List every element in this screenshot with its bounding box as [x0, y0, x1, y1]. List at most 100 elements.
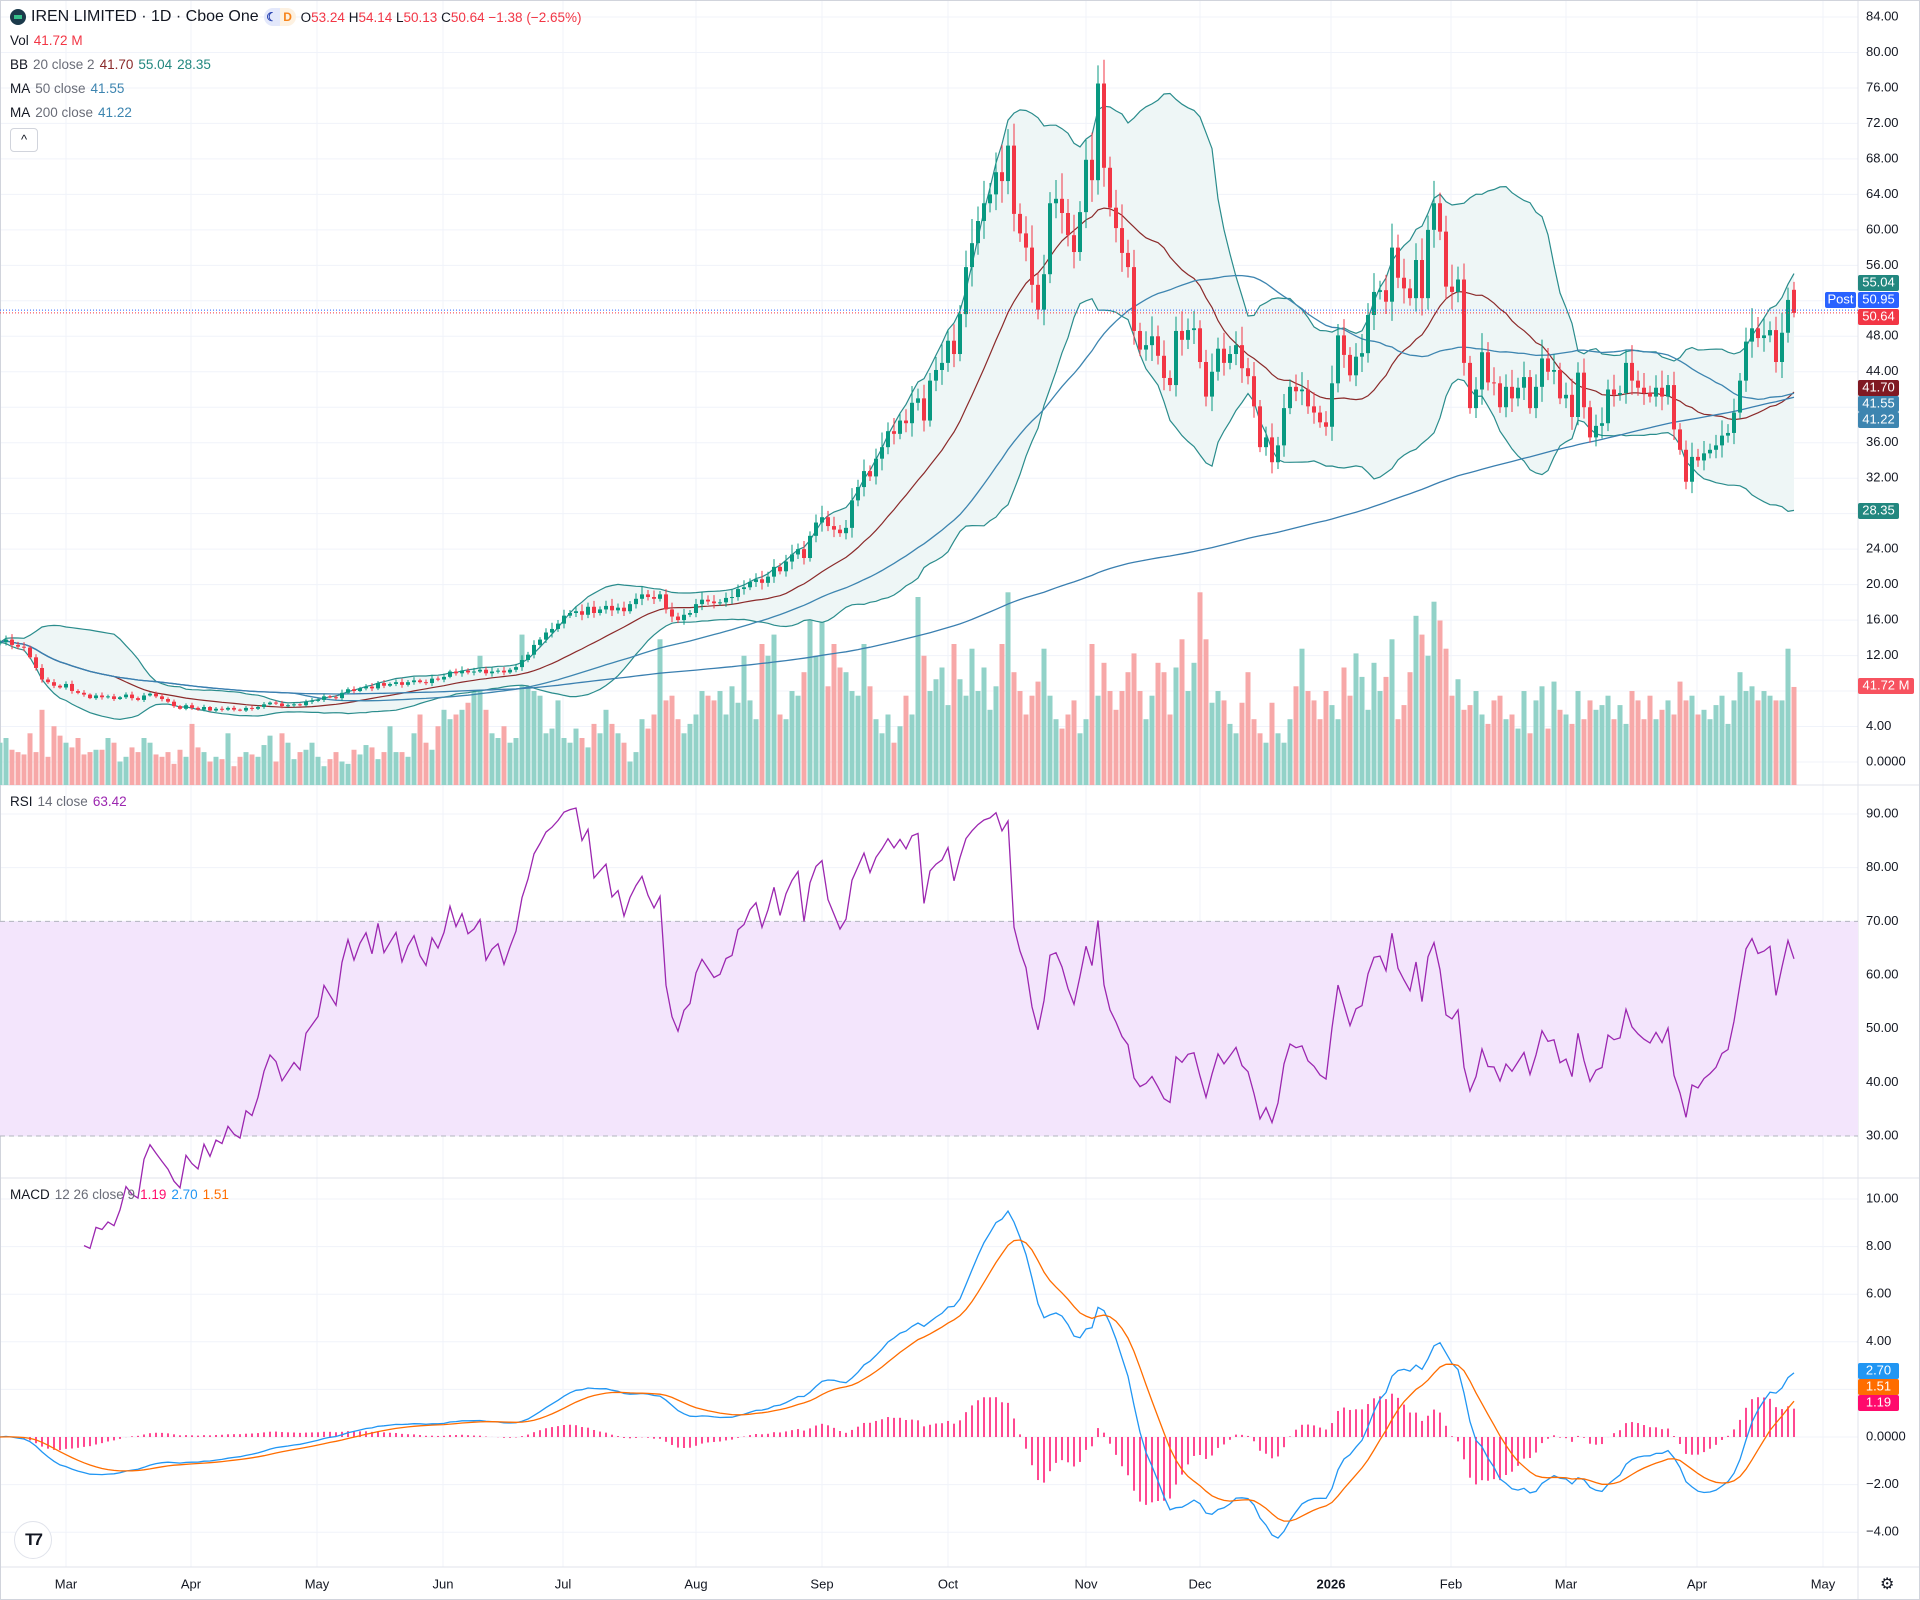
- volume-bar: [543, 733, 549, 785]
- volume-bar: [1299, 648, 1305, 785]
- candle-body: [148, 693, 152, 696]
- rsi-axis-label: 30.00: [1866, 1127, 1899, 1142]
- volume-bar: [987, 709, 993, 785]
- candle-body: [982, 203, 986, 221]
- volume-bar: [1641, 719, 1647, 785]
- candle-body: [1528, 377, 1532, 409]
- candle-body: [1360, 353, 1364, 357]
- price-change: −1.38 (−2.65%): [488, 9, 582, 25]
- volume-bar: [69, 747, 75, 785]
- volume-bar: [999, 644, 1005, 785]
- volume-bar: [1149, 695, 1155, 785]
- session-badges[interactable]: ☾ D: [263, 8, 296, 26]
- volume-bar: [417, 714, 423, 785]
- macd-line: [0, 1209, 1795, 1539]
- price-axis-label: 48.00: [1866, 328, 1899, 343]
- price-axis-label: 72.00: [1866, 115, 1899, 130]
- volume-bar: [1563, 714, 1569, 785]
- candle-body: [1174, 330, 1178, 386]
- candle-body: [1204, 362, 1208, 397]
- price-axis-label: 4.00: [1866, 718, 1891, 733]
- volume-legend[interactable]: Vol 41.72 M: [10, 33, 83, 48]
- candle-body: [28, 647, 32, 658]
- time-axis-label: Apr: [1687, 1576, 1708, 1591]
- time-axis-label: 2026: [1317, 1576, 1346, 1591]
- volume-bar: [1005, 592, 1011, 785]
- volume-bar: [579, 738, 585, 785]
- macd-axis-label: 0.0000: [1866, 1428, 1906, 1443]
- candle-body: [1522, 377, 1526, 388]
- candle-body: [1000, 172, 1004, 182]
- volume-bar: [1779, 700, 1785, 785]
- candle-body: [1192, 328, 1196, 331]
- volume-bar: [1569, 723, 1575, 785]
- volume-bar: [1491, 700, 1497, 785]
- volume-bar: [945, 705, 951, 785]
- ma50-legend[interactable]: MA 50 close 41.55: [10, 81, 125, 96]
- candle-body: [442, 676, 446, 680]
- macd-badge-text: 2.70: [1866, 1362, 1891, 1377]
- candle-body: [1114, 207, 1118, 229]
- collapse-legend-button[interactable]: ^: [10, 128, 38, 152]
- volume-bar: [1545, 728, 1551, 785]
- candle-body: [196, 707, 200, 710]
- candle-body: [748, 581, 752, 588]
- volume-bar: [1743, 691, 1749, 785]
- symbol-title[interactable]: IREN LIMITED · 1D · Cboe One: [31, 8, 259, 25]
- volume-bar: [1773, 700, 1779, 785]
- volume-bar: [861, 644, 867, 785]
- candle-body: [1126, 252, 1130, 268]
- candle-body: [1516, 387, 1520, 399]
- volume-bar: [333, 752, 339, 785]
- candle-body: [1294, 386, 1298, 392]
- candle-body: [1504, 386, 1508, 408]
- volume-bar: [771, 634, 777, 785]
- volume-bar: [207, 761, 213, 785]
- volume-bar: [669, 695, 675, 785]
- candle-body: [1018, 213, 1022, 234]
- candle-body: [502, 670, 506, 673]
- tradingview-logo[interactable]: T7: [14, 1521, 52, 1559]
- macd-legend[interactable]: MACD 12 26 close 9 1.19 2.70 1.51: [10, 1187, 229, 1202]
- volume-bar: [1257, 733, 1263, 785]
- volume-bar: [1785, 648, 1791, 785]
- bb-fill: [0, 93, 1794, 720]
- volume-bar: [1017, 691, 1023, 785]
- time-axis-label: Oct: [938, 1576, 959, 1591]
- bb-legend[interactable]: BB 20 close 2 41.70 55.04 28.35: [10, 57, 211, 72]
- volume-bar: [1179, 639, 1185, 785]
- settings-gear-icon[interactable]: ⚙: [1880, 1576, 1895, 1593]
- rsi-legend[interactable]: RSI 14 close 63.42: [10, 794, 127, 809]
- volume-bar: [285, 742, 291, 785]
- candle-body: [850, 500, 854, 528]
- candle-body: [526, 654, 530, 661]
- candle-body: [124, 694, 128, 698]
- volume-bar: [1311, 700, 1317, 785]
- candle-body: [736, 589, 740, 598]
- volume-bar: [1755, 700, 1761, 785]
- volume-bar: [51, 726, 57, 785]
- candle-body: [1708, 449, 1712, 454]
- candle-body: [1582, 372, 1586, 408]
- candle-body: [1456, 279, 1460, 292]
- volume-bar: [123, 756, 129, 785]
- candle-body: [1216, 348, 1220, 372]
- volume-bar: [1029, 695, 1035, 785]
- candle-body: [544, 632, 548, 640]
- time-axis-label: Jul: [555, 1576, 572, 1591]
- volume-bar: [585, 747, 591, 785]
- volume-bar: [777, 714, 783, 785]
- post-label-badge: [1825, 292, 1856, 308]
- candle-body: [1546, 358, 1550, 372]
- ma200-legend[interactable]: MA 200 close 41.22: [10, 105, 132, 120]
- candle-body: [292, 704, 296, 706]
- candle-body: [1468, 362, 1472, 409]
- candle-body: [1054, 198, 1058, 204]
- rsi-axis-label: 50.00: [1866, 1020, 1899, 1035]
- candle-body: [1276, 445, 1280, 463]
- macd-axis-label: 4.00: [1866, 1333, 1891, 1348]
- candle-body: [490, 671, 494, 674]
- volume-bar: [1749, 686, 1755, 785]
- candle-body: [118, 697, 122, 700]
